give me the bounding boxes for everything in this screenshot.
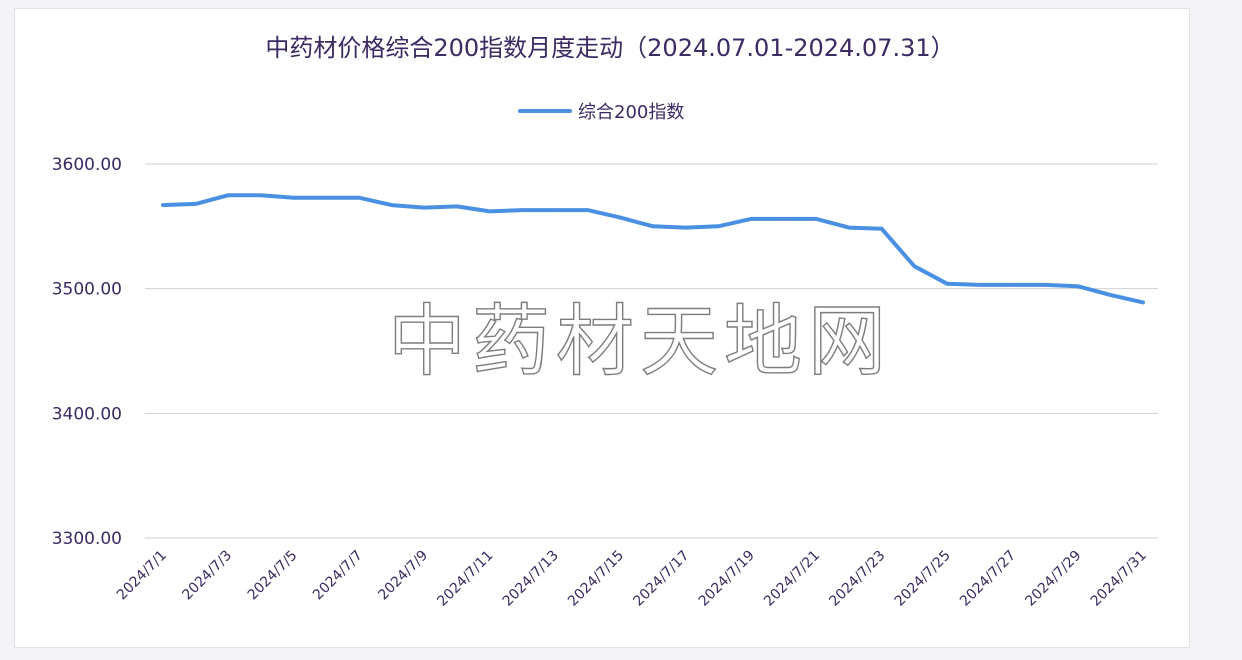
y-tick-label: 3300.00: [52, 529, 122, 549]
x-tick-label: 2024/7/21: [761, 548, 823, 610]
data-point: [651, 224, 655, 228]
y-axis-ticks: 3600.00 3500.00 3400.00 3300.00: [52, 155, 122, 549]
data-point: [1043, 283, 1047, 287]
y-tick-label: 3400.00: [52, 404, 122, 424]
data-point: [586, 208, 590, 212]
data-point: [1108, 293, 1112, 297]
x-tick-label: 2024/7/19: [696, 548, 758, 610]
data-point: [194, 202, 198, 206]
data-point: [357, 196, 361, 200]
data-point: [912, 264, 916, 268]
legend-label-series: 综合200指数: [578, 102, 684, 123]
data-point: [1141, 300, 1145, 304]
data-point: [161, 203, 165, 207]
data-point: [618, 216, 622, 220]
series-line: [161, 193, 1145, 305]
data-point: [422, 206, 426, 210]
data-point: [1010, 283, 1014, 287]
series-layer: [161, 193, 1145, 305]
data-point: [259, 193, 263, 197]
x-tick-label: 2024/7/5: [245, 548, 301, 604]
x-tick-label: 2024/7/27: [957, 548, 1019, 610]
data-point: [226, 193, 230, 197]
data-point: [684, 226, 688, 230]
data-point: [716, 224, 720, 228]
data-point: [390, 203, 394, 207]
data-point: [520, 208, 524, 212]
data-point: [847, 226, 851, 230]
x-tick-label: 2024/7/9: [375, 548, 431, 604]
x-tick-label: 2024/7/7: [310, 548, 366, 604]
y-tick-label: 3600.00: [52, 155, 122, 175]
chart-title: 中药材价格综合200指数月度走动（2024.07.01-2024.07.31）: [265, 34, 954, 62]
x-tick-label: 2024/7/17: [630, 548, 692, 610]
x-tick-label: 2024/7/11: [434, 548, 496, 610]
x-tick-label: 2024/7/3: [179, 548, 235, 604]
y-tick-label: 3500.00: [52, 280, 122, 300]
data-point: [749, 217, 753, 221]
data-point: [880, 227, 884, 231]
data-point: [553, 208, 557, 212]
x-tick-label: 2024/7/13: [500, 548, 562, 610]
x-tick-label: 2024/7/29: [1022, 548, 1084, 610]
data-point: [455, 204, 459, 208]
data-point: [292, 196, 296, 200]
x-tick-label: 2024/7/15: [565, 548, 627, 610]
chart-frame: [14, 8, 1190, 648]
chart-legend: 综合200指数: [518, 102, 684, 123]
x-tick-label: 2024/7/31: [1088, 548, 1150, 610]
watermark-logo-text: 中药材天地网: [388, 297, 892, 387]
data-point: [978, 283, 982, 287]
data-point: [1076, 284, 1080, 288]
x-tick-label: 2024/7/1: [114, 548, 170, 604]
data-point: [945, 282, 949, 286]
data-point: [814, 217, 818, 221]
grid-lines: [145, 163, 1158, 539]
x-tick-label: 2024/7/23: [826, 548, 888, 610]
x-axis-ticks: 2024/7/1 2024/7/3 2024/7/5 2024/7/7 2024/7/9…: [114, 548, 1150, 610]
x-tick-label: 2024/7/25: [892, 548, 954, 610]
data-point: [782, 217, 786, 221]
data-point: [488, 209, 492, 213]
data-point: [324, 196, 328, 200]
